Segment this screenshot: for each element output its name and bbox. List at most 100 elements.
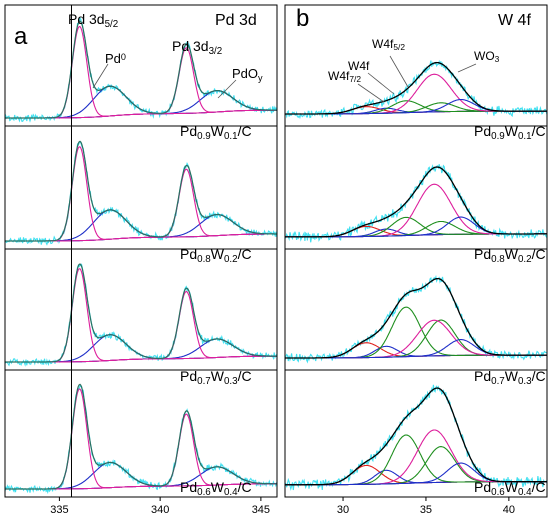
- annotation-main: W4f: [372, 37, 394, 51]
- panel-a-spectrum-2: [4, 140, 278, 246]
- pd3d32-annotation: Pd 3d3/2: [172, 38, 222, 57]
- fit-envelope-line: [5, 383, 277, 490]
- label-part: /C: [532, 368, 546, 384]
- x-tick-label: 340: [151, 504, 169, 516]
- label-part: 0.9: [491, 131, 505, 142]
- label-part: W: [505, 368, 519, 384]
- panel-a-row-frame: [4, 369, 278, 498]
- panel-a-sample-label-4: Pd0.6W0.4/C: [180, 479, 252, 498]
- panel-a-sample-label-1: Pd0.9W0.1/C: [180, 123, 252, 142]
- panel-a-plot-area: [4, 17, 278, 495]
- raw-data-line: [4, 385, 278, 495]
- annotation-subscript: 5/2: [105, 19, 119, 30]
- fit-envelope-line: [285, 166, 547, 238]
- panel-b-sample-label-1: Pd0.9W0.1/C: [474, 123, 546, 142]
- pd3d52-annotation: Pd 3d5/2: [68, 11, 118, 30]
- w4f72-annotation: W4f7/2: [328, 69, 361, 84]
- panel-b-spectrum-3: [284, 274, 547, 364]
- annotation-subscript: 3/2: [209, 46, 223, 57]
- fit-envelope-line: [5, 20, 277, 119]
- panel-b-plot-area: [284, 59, 548, 491]
- label-part: 0.8: [491, 254, 505, 265]
- pdoy-annotation: PdOy: [232, 66, 263, 83]
- label-part: 0.2: [518, 254, 532, 265]
- label-part: 0.7: [197, 376, 211, 387]
- label-part: 0.4: [224, 487, 238, 498]
- annotation-main: WO: [474, 49, 495, 63]
- annotation-main: W4f: [348, 59, 370, 73]
- label-part: Pd: [474, 246, 491, 262]
- w4f-annotation: W4f: [348, 59, 370, 73]
- panel-a-x-axis: 335 340 345: [50, 497, 270, 516]
- panel-a-frame: [4, 4, 278, 498]
- label-part: W: [505, 123, 519, 139]
- annotation-main: Pd 3d: [68, 11, 105, 27]
- x-tick-label: 30: [337, 504, 349, 516]
- annotation-subscript: y: [258, 73, 263, 83]
- label-part: 0.4: [518, 487, 532, 498]
- w4f72-leader-line: [357, 83, 385, 103]
- label-part: W: [505, 479, 519, 495]
- label-part: Pd: [180, 479, 197, 495]
- label-part: /C: [532, 123, 546, 139]
- label-part: Pd: [180, 368, 197, 384]
- label-part: 0.6: [491, 487, 505, 498]
- pd0-leader-line: [92, 63, 109, 89]
- annotation-main: W4f: [328, 69, 350, 83]
- fit-envelope-line: [5, 263, 277, 363]
- panel-b-x-axis: 30 35 40: [337, 497, 515, 516]
- label-part: Pd: [474, 368, 491, 384]
- x-tick-label: 35: [420, 504, 432, 516]
- panel-b-spectrum-4: [284, 384, 548, 491]
- panel-a-spectrum-1: [4, 17, 278, 123]
- panel-a-sample-label-2: Pd0.8W0.2/C: [180, 246, 252, 265]
- label-part: /C: [238, 479, 252, 495]
- panel-a-spectrum-4: [4, 383, 278, 495]
- panel-a-sample-labels: Pd0.9W0.1/CPd0.8W0.2/CPd0.7W0.3/CPd0.6W0…: [180, 123, 252, 498]
- fit-envelope-line: [5, 140, 277, 242]
- label-part: 0.1: [518, 131, 532, 142]
- fit-envelope-line: [285, 387, 547, 486]
- pdoy-leader-line: [217, 79, 237, 99]
- label-part: 0.9: [197, 131, 211, 142]
- w4f52-leader-line: [389, 55, 409, 88]
- panel-b-sample-label-4: Pd0.6W0.4/C: [474, 479, 546, 498]
- annotation-main: PdO: [232, 66, 258, 81]
- panel-b-title: W 4f: [498, 12, 531, 29]
- panel-a-label: a: [14, 23, 28, 50]
- panel-b-frame: [284, 4, 548, 498]
- label-part: Pd: [180, 246, 197, 262]
- label-part: 0.1: [224, 131, 238, 142]
- label-part: /C: [238, 123, 252, 139]
- label-part: 0.3: [518, 376, 532, 387]
- label-part: W: [211, 368, 225, 384]
- w4f-leader-line: [367, 72, 395, 95]
- panel-a-title: Pd 3d: [215, 12, 257, 29]
- annotation-subscript: 5/2: [393, 42, 405, 52]
- annotation-subscript: 7/2: [349, 74, 361, 84]
- wo3-leader-line: [457, 63, 477, 73]
- label-part: Pd: [474, 123, 491, 139]
- panel-b-sample-labels: Pd0.9W0.1/CPd0.8W0.2/CPd0.7W0.3/CPd0.6W0…: [474, 123, 546, 498]
- label-part: W: [211, 246, 225, 262]
- annotation-superscript: 0: [121, 52, 126, 62]
- panel-b-spectrum-2: [284, 164, 548, 243]
- label-part: /C: [532, 479, 546, 495]
- fit-envelope-line: [285, 277, 547, 359]
- label-part: W: [211, 123, 225, 139]
- label-part: 0.3: [224, 376, 238, 387]
- panel-b-spectrum-1: [285, 59, 548, 120]
- annotation-main: Pd: [105, 51, 121, 66]
- fit-envelope-line: [285, 61, 547, 115]
- label-part: /C: [238, 368, 252, 384]
- label-part: 0.2: [224, 254, 238, 265]
- label-part: /C: [238, 246, 252, 262]
- w4f52-annotation: W4f5/2: [372, 37, 405, 52]
- label-part: W: [211, 479, 225, 495]
- pd0-annotation: Pd0: [105, 51, 126, 66]
- raw-data-line: [284, 384, 548, 491]
- x-tick-label: 40: [503, 504, 515, 516]
